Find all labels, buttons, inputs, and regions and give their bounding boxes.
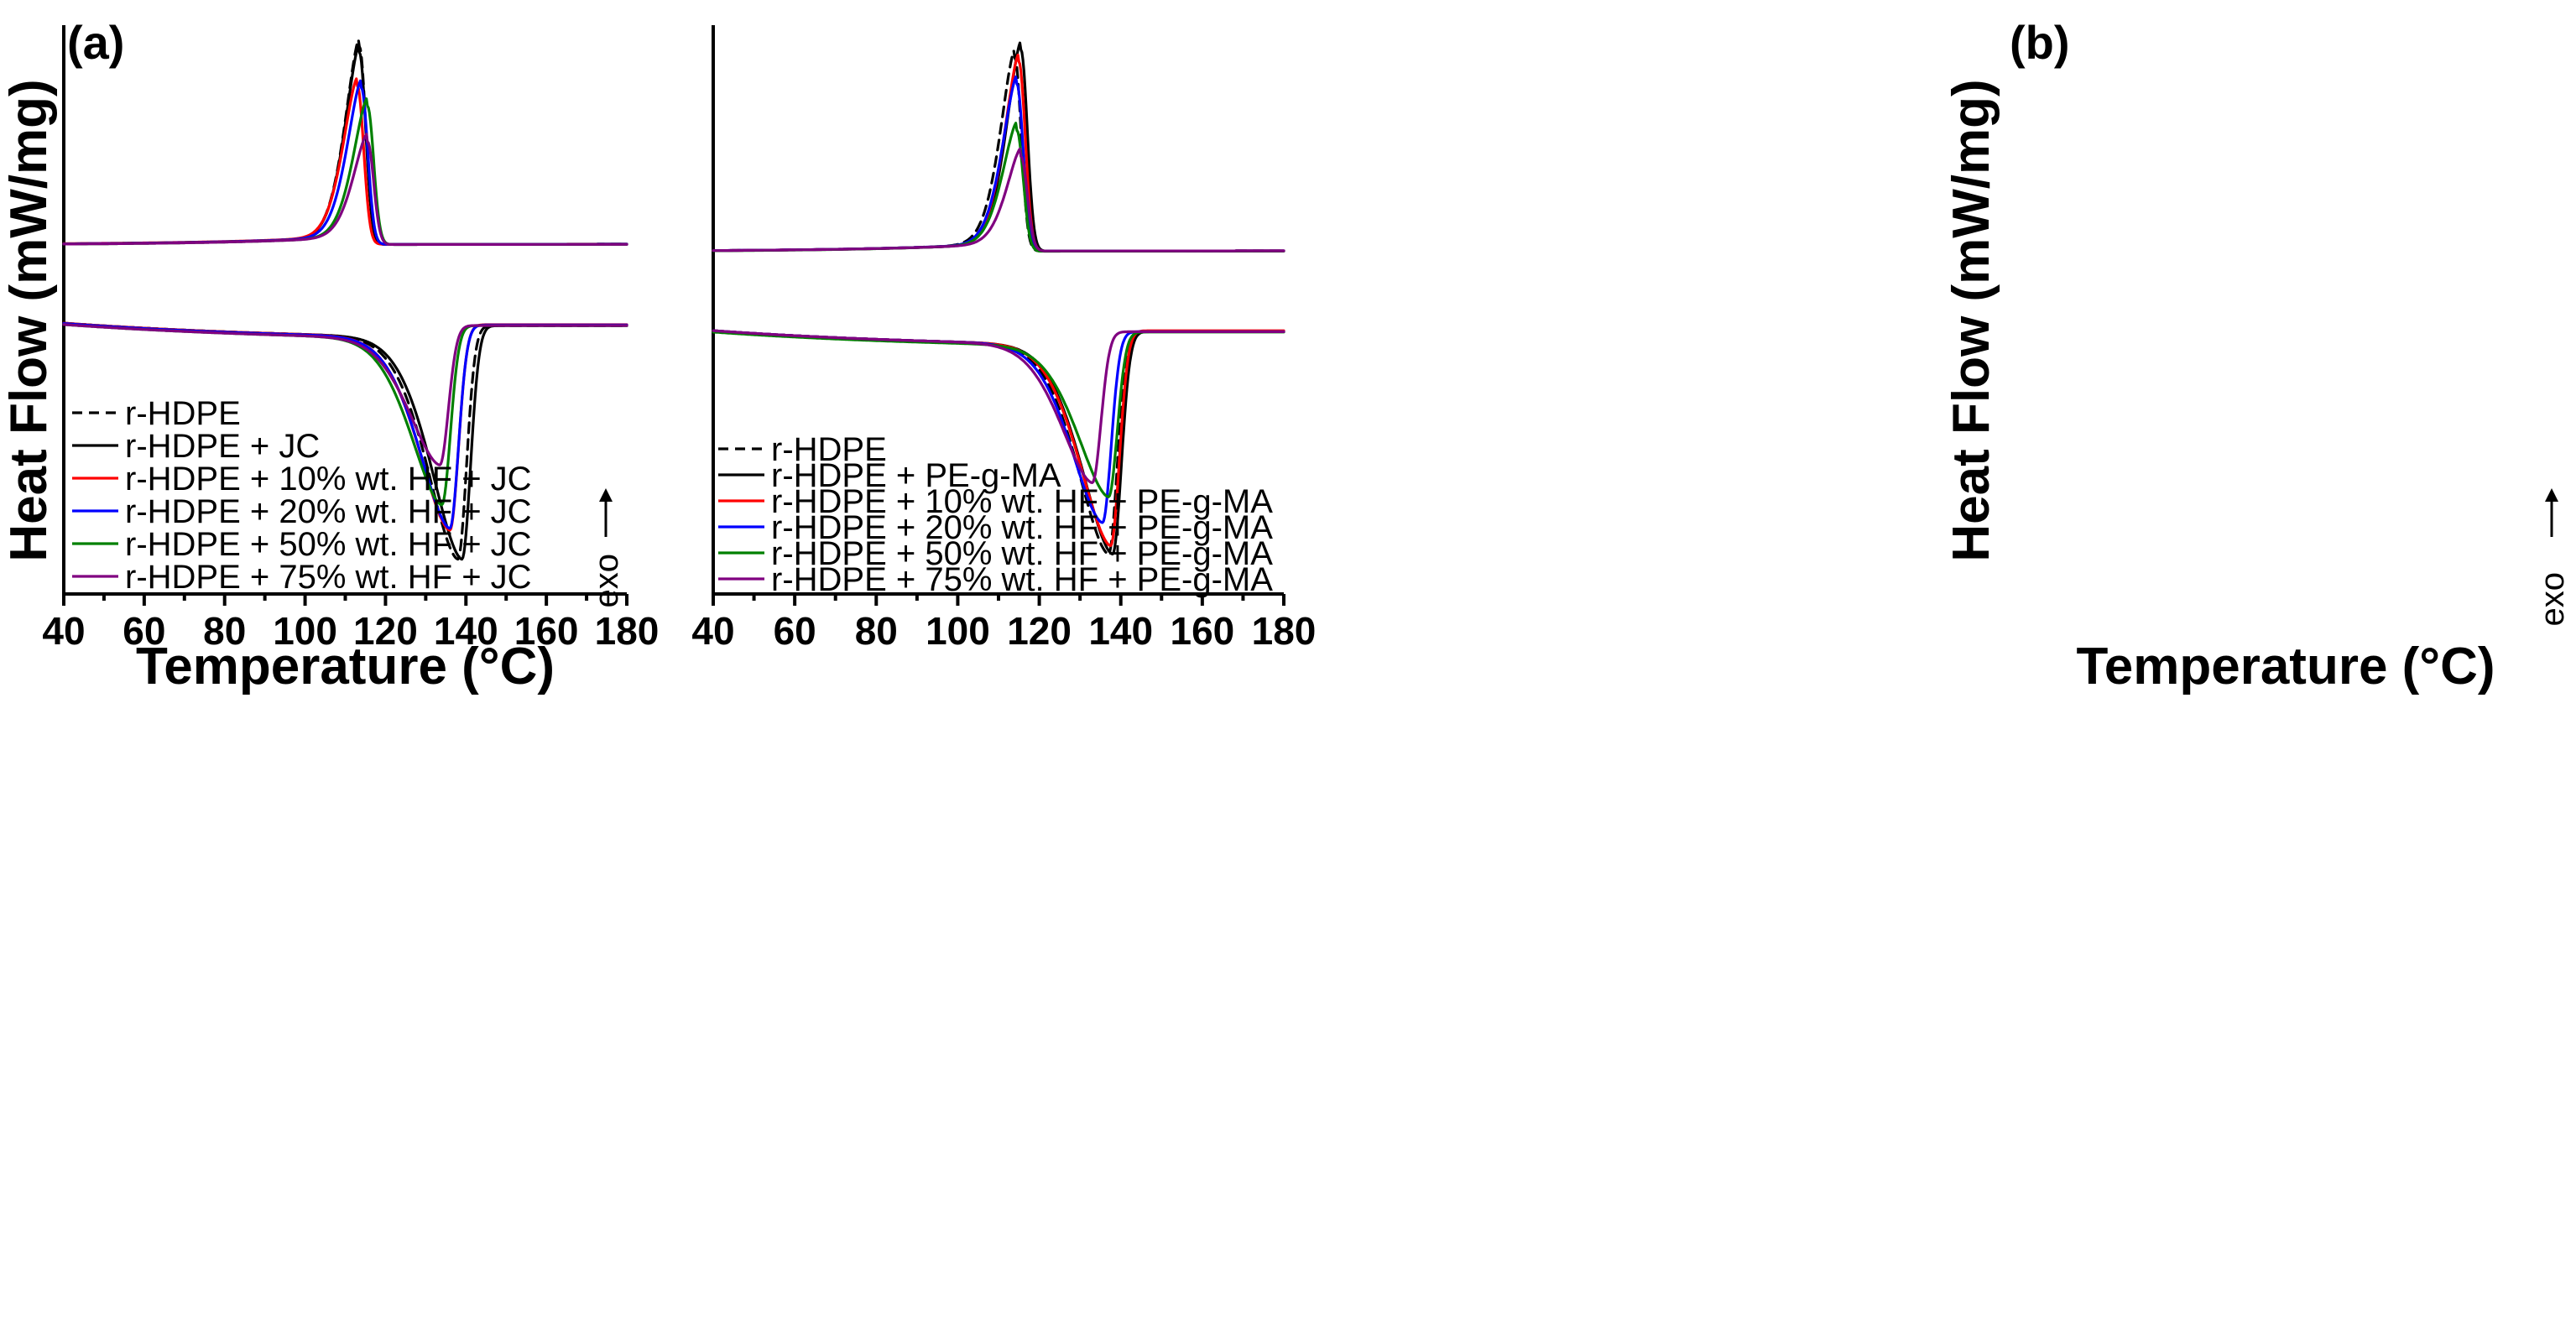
y-axis-title: Heat Flow (mW/mg) (0, 79, 58, 561)
exo-arrowhead-icon (599, 488, 613, 502)
panel-label: (a) (67, 16, 124, 69)
legend-label: r-HDPE + 50% wt. HF + PE-g-MA (771, 535, 1273, 572)
cooling-curve (712, 147, 1285, 253)
x-tick-label: 120 (1007, 609, 1072, 653)
legend-label: r-HDPE + JC (125, 428, 320, 465)
legend-label: r-HDPE + 75% wt. HF + PE-g-MA (771, 561, 1273, 598)
x-tick-label: 180 (595, 609, 660, 653)
x-tick-label: 100 (273, 609, 337, 653)
legend-label: r-HDPE + 20% wt. HF + PE-g-MA (771, 509, 1273, 546)
exo-indicator: exo (588, 488, 625, 608)
x-tick-label: 40 (691, 609, 734, 653)
exo-label: exo (2534, 572, 2571, 627)
x-tick-label: 180 (1252, 609, 1317, 653)
x-tick-label: 80 (203, 609, 246, 653)
exo-label: exo (588, 554, 625, 608)
heating-curve (712, 329, 1285, 484)
exo-arrowhead-icon (2545, 488, 2558, 502)
panel-label: (b) (2010, 16, 2070, 69)
cooling-curve (62, 79, 628, 246)
exo-indicator: exo (2534, 488, 2571, 627)
x-tick-label: 100 (926, 609, 990, 653)
legend-label: r-HDPE (771, 431, 887, 468)
x-axis-title: Temperature (°C) (136, 638, 555, 695)
cooling-curve (62, 44, 628, 246)
legend-label: r-HDPE + 10% wt. HF + JC (125, 461, 532, 497)
x-tick-label: 60 (123, 609, 165, 653)
plot-area: 40 60 80 100 120 140 160 180 (691, 25, 1316, 653)
x-tick-label: 160 (1170, 609, 1234, 653)
x-axis-title: Temperature (°C) (2076, 638, 2495, 695)
legend-label: r-HDPE (125, 395, 241, 432)
x-tick-label: 120 (353, 609, 418, 653)
legend-label: r-HDPE + 75% wt. HF + JC (125, 559, 532, 596)
legend-label: r-HDPE + 10% wt. HF + PE-g-MA (771, 483, 1273, 520)
plot-area: 40 60 80 100 120 140 160 180 (42, 25, 659, 653)
x-tick-label: 140 (1088, 609, 1153, 653)
x-tick-label: 60 (774, 609, 816, 653)
y-axis-title: Heat Flow (mW/mg) (1942, 79, 2000, 561)
legend-label: r-HDPE + PE-g-MA (771, 457, 1061, 494)
cooling-curve (62, 38, 628, 246)
x-tick-label: 40 (42, 609, 85, 653)
cooling-curve (62, 133, 628, 247)
legend-label: r-HDPE + 20% wt. HF + JC (125, 493, 532, 530)
x-tick-label: 160 (514, 609, 579, 653)
x-tick-label: 80 (855, 609, 898, 653)
heating-curve (62, 323, 628, 466)
legend-label: r-HDPE + 50% wt. HF + JC (125, 526, 532, 563)
x-tick-label: 140 (434, 609, 498, 653)
